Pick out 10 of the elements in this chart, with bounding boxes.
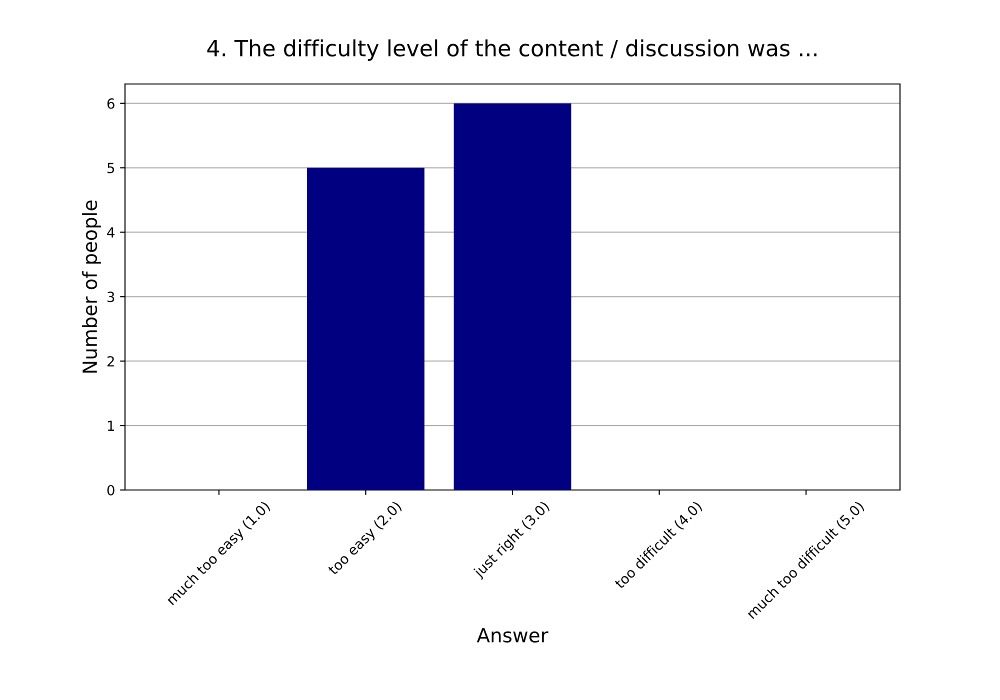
y-tick-label: 4: [107, 227, 114, 238]
y-tick-label: 1: [108, 420, 114, 431]
y-tick-label: 5: [108, 162, 114, 174]
y-tick-label: 0: [107, 484, 114, 496]
y-axis-title: Number of people: [82, 200, 101, 373]
y-tick-label: 2: [107, 356, 114, 366]
y-tick-label: 3: [108, 292, 114, 302]
chart-title: 4. The difficulty level of the content / discussion was ...: [207, 39, 816, 61]
y-tick-label: 6: [107, 98, 114, 109]
x-axis-title: Answer: [476, 628, 548, 643]
